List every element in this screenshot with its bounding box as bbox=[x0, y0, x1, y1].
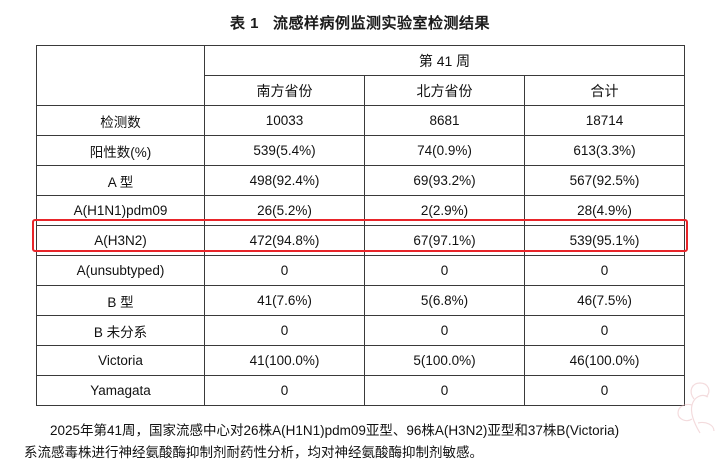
header-week: 第 41 周 bbox=[204, 45, 685, 76]
table-header-row-cols: 南方省份 北方省份 合计 bbox=[37, 75, 685, 106]
cell-yamagata-south: 0 bbox=[204, 375, 365, 406]
row-label-positive: 阳性数(%) bbox=[36, 135, 205, 166]
table-container: 第 41 周 南方省份 北方省份 合计 检测数 10033 8681 18714… bbox=[32, 45, 688, 406]
header-corner-blank bbox=[36, 45, 205, 106]
row-label-victoria: Victoria bbox=[36, 345, 205, 376]
cell-unsubtyped-total: 0 bbox=[524, 255, 685, 286]
cell-tested-north: 8681 bbox=[364, 105, 525, 136]
cell-type-a-total: 567(92.5%) bbox=[524, 165, 685, 196]
row-label-b-unlineaged: B 未分系 bbox=[36, 315, 205, 346]
cell-positive-south: 539(5.4%) bbox=[204, 135, 365, 166]
table-row: 阳性数(%) 539(5.4%) 74(0.9%) 613(3.3%) bbox=[36, 135, 685, 166]
cell-victoria-north: 5(100.0%) bbox=[364, 345, 525, 376]
cell-victoria-total: 46(100.0%) bbox=[524, 345, 685, 376]
cell-type-a-north: 69(93.2%) bbox=[364, 165, 525, 196]
row-label-yamagata: Yamagata bbox=[36, 375, 205, 406]
flu-surveillance-table: 第 41 周 南方省份 北方省份 合计 检测数 10033 8681 18714… bbox=[36, 45, 685, 406]
row-label-type-a: A 型 bbox=[36, 165, 205, 196]
row-label-h1n1pdm09: A(H1N1)pdm09 bbox=[36, 195, 205, 226]
table-caption: 表 1 流感样病例监测实验室检测结果 bbox=[0, 0, 720, 33]
cell-positive-total: 613(3.3%) bbox=[524, 135, 685, 166]
footnote-line-1: 2025年第41周，国家流感中心对26株A(H1N1)pdm09亚型、96株A(… bbox=[50, 423, 620, 438]
row-label-type-b: B 型 bbox=[36, 285, 205, 316]
cell-type-b-south: 41(7.6%) bbox=[204, 285, 365, 316]
cell-h3n2-south: 472(94.8%) bbox=[204, 225, 365, 256]
cell-type-b-north: 5(6.8%) bbox=[364, 285, 525, 316]
cell-positive-north: 74(0.9%) bbox=[364, 135, 525, 166]
caption-text: 流感样病例监测实验室检测结果 bbox=[273, 15, 491, 32]
cell-tested-south: 10033 bbox=[204, 105, 365, 136]
footnote-line-2: 系流感毒株进行神经氨酸酶抑制剂耐药性分析，均对神经氨酸酶抑制剂敏感。 bbox=[24, 445, 483, 461]
table-header-row-week: 第 41 周 bbox=[36, 45, 685, 106]
cell-h3n2-total: 539(95.1%) bbox=[524, 225, 685, 256]
header-col-south: 南方省份 bbox=[204, 75, 365, 106]
cell-b-unlineaged-north: 0 bbox=[364, 315, 525, 346]
cell-b-unlineaged-total: 0 bbox=[524, 315, 685, 346]
table-footnote: 2025年第41周，国家流感中心对26株A(H1N1)pdm09亚型、96株A(… bbox=[24, 420, 696, 465]
header-col-north: 北方省份 bbox=[364, 75, 525, 106]
table-row: A(H1N1)pdm09 26(5.2%) 2(2.9%) 28(4.9%) bbox=[36, 195, 685, 226]
table-row: Victoria 41(100.0%) 5(100.0%) 46(100.0%) bbox=[36, 345, 685, 376]
cell-unsubtyped-north: 0 bbox=[364, 255, 525, 286]
cell-h1n1-south: 26(5.2%) bbox=[204, 195, 365, 226]
cell-victoria-south: 41(100.0%) bbox=[204, 345, 365, 376]
row-label-unsubtyped: A(unsubtyped) bbox=[36, 255, 205, 286]
cell-h1n1-total: 28(4.9%) bbox=[524, 195, 685, 226]
table-row: 检测数 10033 8681 18714 bbox=[36, 105, 685, 136]
cell-h3n2-north: 67(97.1%) bbox=[364, 225, 525, 256]
cell-yamagata-total: 0 bbox=[524, 375, 685, 406]
table-row-highlighted: A(H3N2) 472(94.8%) 67(97.1%) 539(95.1%) bbox=[36, 225, 685, 256]
table-row: B 型 41(7.6%) 5(6.8%) 46(7.5%) bbox=[36, 285, 685, 316]
cell-b-unlineaged-south: 0 bbox=[204, 315, 365, 346]
cell-h1n1-north: 2(2.9%) bbox=[364, 195, 525, 226]
row-label-tested: 检测数 bbox=[36, 105, 205, 136]
table-row: A(unsubtyped) 0 0 0 bbox=[36, 255, 685, 286]
cell-tested-total: 18714 bbox=[524, 105, 685, 136]
caption-number: 表 1 bbox=[229, 15, 259, 32]
cell-type-a-south: 498(92.4%) bbox=[204, 165, 365, 196]
cell-type-b-total: 46(7.5%) bbox=[524, 285, 685, 316]
table-row: A 型 498(92.4%) 69(93.2%) 567(92.5%) bbox=[36, 165, 685, 196]
cell-yamagata-north: 0 bbox=[364, 375, 525, 406]
header-col-total: 合计 bbox=[524, 75, 685, 106]
table-row: B 未分系 0 0 0 bbox=[36, 315, 685, 346]
table-row: Yamagata 0 0 0 bbox=[36, 375, 685, 406]
row-label-h3n2: A(H3N2) bbox=[36, 225, 205, 256]
cell-unsubtyped-south: 0 bbox=[204, 255, 365, 286]
